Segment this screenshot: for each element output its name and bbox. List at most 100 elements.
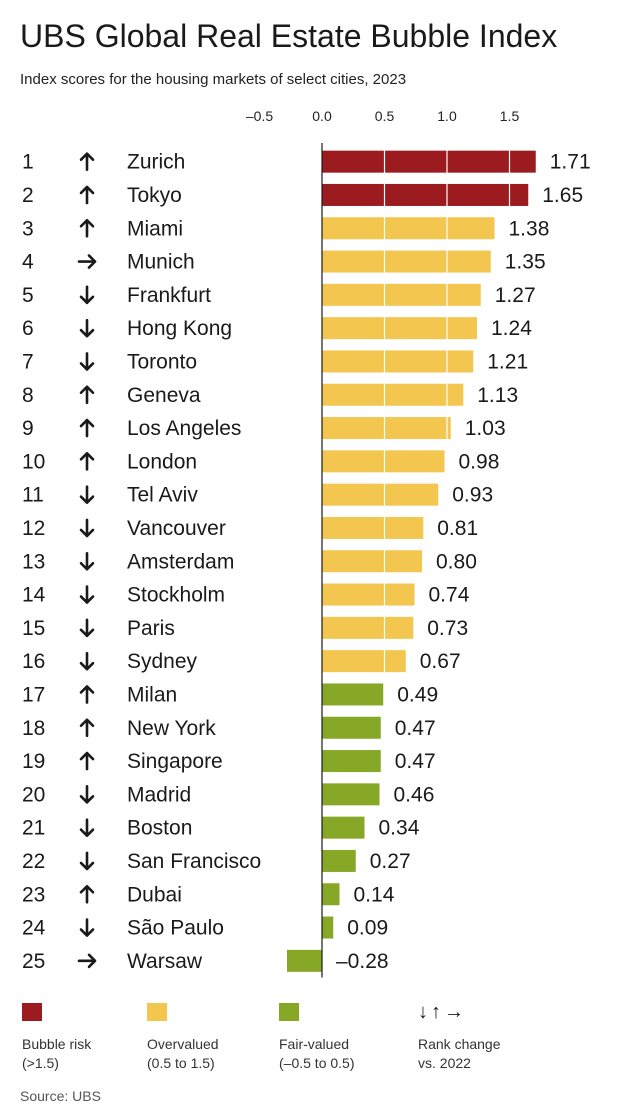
bar — [322, 916, 334, 939]
legend-label-over: Overvalued — [147, 1036, 219, 1052]
rank-number: 17 — [22, 683, 45, 706]
value-label: 0.34 — [379, 817, 420, 840]
rank-number: 15 — [22, 617, 45, 640]
rank-change-icons: ↓↑→ — [418, 1001, 467, 1023]
rank-number: 5 — [22, 284, 34, 307]
value-label: 1.35 — [505, 251, 546, 274]
rank-number: 14 — [22, 584, 46, 607]
rank-change-right-icon — [77, 254, 97, 269]
bar — [322, 217, 495, 240]
bar — [322, 383, 464, 406]
rank-number: 8 — [22, 384, 34, 407]
city-label: Boston — [127, 817, 192, 840]
rank-change-down-icon — [79, 618, 95, 638]
rank-change-down-icon — [79, 318, 95, 338]
value-label: 1.27 — [495, 284, 536, 307]
value-label: 1.21 — [487, 350, 528, 373]
legend-rank: ↓↑→ Rank change vs. 2022 — [418, 1001, 501, 1073]
rank-number: 11 — [22, 484, 44, 507]
legend-swatch-over — [147, 1003, 167, 1021]
bar-chart: –0.5 0.0 0.5 1.0 1.5 1 Zurich 1.71 2 Tokyo 1.65 3 Mi… — [22, 108, 591, 978]
bar — [322, 683, 384, 706]
rank-change-down-icon — [79, 518, 95, 538]
rank-number: 4 — [22, 251, 34, 274]
city-label: San Francisco — [127, 850, 261, 873]
rank-number: 13 — [22, 550, 45, 573]
rank-number: 24 — [22, 917, 46, 940]
value-label: 0.73 — [427, 617, 468, 640]
bar — [322, 450, 445, 473]
bar — [322, 816, 365, 839]
source-note: Source: UBS — [20, 1088, 101, 1104]
rank-number: 7 — [22, 350, 34, 373]
rank-change-down-icon — [79, 485, 95, 504]
bar — [322, 317, 477, 340]
x-tick-label: –0.5 — [246, 108, 273, 124]
bar — [322, 150, 536, 173]
city-label: New York — [127, 717, 216, 740]
value-label: –0.28 — [336, 950, 389, 973]
value-label: 1.03 — [465, 417, 506, 440]
value-label: 0.81 — [437, 517, 478, 540]
bar — [322, 883, 340, 906]
legend-label-rank: Rank change — [418, 1036, 501, 1052]
city-label: São Paulo — [127, 917, 224, 940]
value-label: 0.98 — [459, 450, 500, 473]
city-label: Tokyo — [127, 184, 182, 207]
rank-number: 10 — [22, 450, 45, 473]
city-label: Frankfurt — [127, 284, 211, 307]
bar — [322, 849, 356, 872]
value-label: 0.09 — [347, 917, 388, 940]
bar — [322, 750, 381, 773]
value-label: 1.71 — [550, 151, 591, 174]
rank-change-up-icon — [79, 218, 95, 238]
bar — [322, 650, 406, 673]
rank-number: 19 — [22, 750, 45, 773]
legend-swatch-bubble — [22, 1003, 42, 1021]
rank-change-up-icon — [79, 385, 95, 405]
bar — [322, 783, 380, 806]
rank-change-up-icon — [79, 718, 95, 738]
city-label: Dubai — [127, 883, 182, 906]
rank-change-up-icon — [79, 884, 95, 904]
rank-change-right-icon — [77, 953, 97, 969]
rank-change-down-icon — [79, 585, 95, 604]
legend-range-fair: (–0.5 to 0.5) — [279, 1055, 355, 1071]
rank-change-down-icon — [79, 551, 95, 571]
legend-range-rank: vs. 2022 — [418, 1055, 471, 1071]
city-label: Hong Kong — [127, 317, 232, 340]
city-label: Milan — [127, 683, 177, 706]
rank-number: 2 — [22, 184, 34, 207]
legend-swatch-fair — [279, 1003, 299, 1021]
rank-change-down-icon — [79, 785, 95, 804]
rank-change-down-icon — [79, 918, 95, 937]
value-label: 0.67 — [420, 650, 461, 673]
rank-change-up-icon — [79, 452, 95, 471]
bar — [322, 183, 529, 206]
bar — [322, 250, 491, 273]
value-label: 1.65 — [542, 184, 583, 207]
rank-change-up-icon — [79, 185, 95, 205]
city-label: Paris — [127, 617, 175, 640]
value-label: 0.14 — [354, 883, 395, 906]
value-label: 0.27 — [370, 850, 411, 873]
rank-number: 6 — [22, 317, 34, 340]
bar — [287, 949, 322, 972]
city-label: Munich — [127, 251, 195, 274]
rank-change-down-icon — [79, 285, 95, 305]
bar — [322, 350, 474, 373]
legend-over: Overvalued (0.5 to 1.5) — [147, 1003, 219, 1073]
chart-subtitle: Index scores for the housing markets of … — [20, 71, 407, 88]
city-label: Los Angeles — [127, 417, 241, 440]
bar — [322, 483, 439, 506]
city-label: Sydney — [127, 650, 198, 673]
city-label: Miami — [127, 217, 183, 240]
rank-change-down-icon — [79, 851, 95, 871]
rank-change-up-icon — [79, 152, 95, 171]
city-label: Toronto — [127, 350, 197, 373]
value-label: 1.38 — [509, 217, 550, 240]
value-label: 0.80 — [436, 550, 477, 573]
rank-change-up-icon — [79, 685, 95, 704]
rank-number: 16 — [22, 650, 45, 673]
city-label: London — [127, 450, 197, 473]
